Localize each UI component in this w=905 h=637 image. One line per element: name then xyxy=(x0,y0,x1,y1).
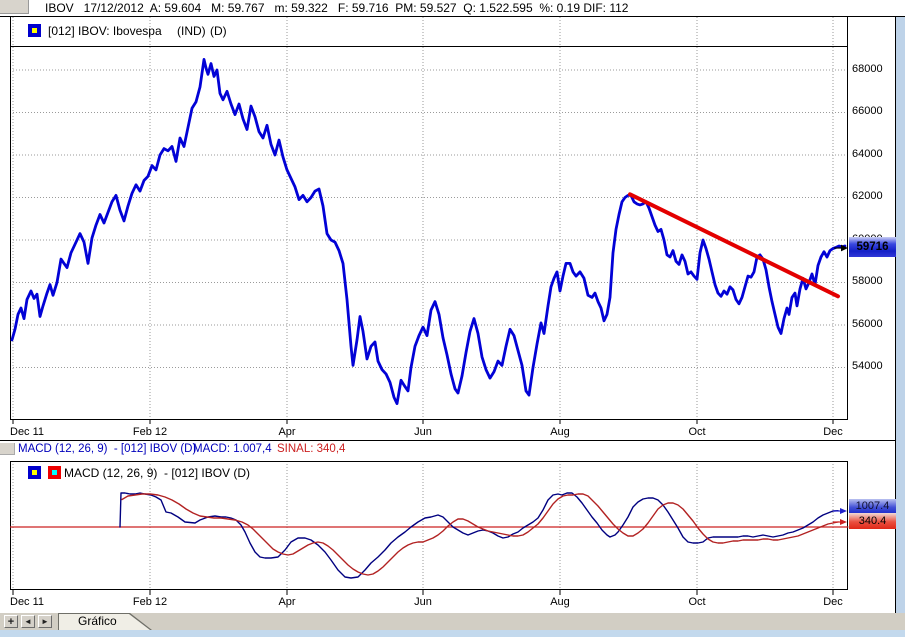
right-scrollbar[interactable] xyxy=(896,17,905,613)
macd-signal-line xyxy=(121,493,839,576)
trendline[interactable] xyxy=(628,192,840,299)
add-sheet-button[interactable]: + xyxy=(4,615,18,628)
ibov-price-line xyxy=(10,58,847,406)
last-price-tag: 59716 xyxy=(849,237,896,257)
x-axis-label: Aug xyxy=(550,596,570,608)
prev-sheet-button[interactable]: ◄ xyxy=(21,615,35,628)
macd-legend[interactable]: MACD (12, 26, 9) - [012] IBOV (D) xyxy=(28,466,250,481)
sinal-current-tag: 340.4 xyxy=(849,513,896,529)
y-axis-label: 56000 xyxy=(852,318,883,330)
last-price-arrow xyxy=(834,244,848,252)
macd-corner-box xyxy=(0,443,15,455)
x-axis-label: Feb 12 xyxy=(132,596,168,608)
sheet-tab-bar xyxy=(0,613,905,630)
window-corner-box xyxy=(0,0,29,14)
sinal-value-label: SINAL: 340,4 xyxy=(277,443,346,455)
macd-line xyxy=(119,492,839,579)
macd-series-icon xyxy=(28,466,41,479)
bottom-edge-strip xyxy=(0,630,905,637)
x-axis-label: Jun xyxy=(414,426,432,438)
macd-legend-text: MACD (12, 26, 9) - [012] IBOV (D) xyxy=(64,466,251,480)
macd-indicator-label: MACD (12, 26, 9) - [012] IBOV (D) xyxy=(18,443,197,455)
x-axis-label: Jun xyxy=(414,596,432,608)
x-axis-label: Dec xyxy=(823,596,843,608)
x-axis-label: Dec 11 xyxy=(10,596,45,608)
x-axis-label: Oct xyxy=(688,596,706,608)
legend-series-name: [012] IBOV: Ibovespa xyxy=(48,24,162,38)
x-axis-label: Oct xyxy=(688,426,706,438)
y-axis-label: 68000 xyxy=(852,63,883,75)
sheet-tab-label[interactable]: Gráfico xyxy=(78,614,117,628)
sinal-value-arrow xyxy=(833,519,847,525)
x-axis-label: Aug xyxy=(550,426,570,438)
sheet-tab-grafico[interactable] xyxy=(59,614,150,630)
y-axis-label: 66000 xyxy=(852,105,883,117)
x-axis-label: Feb 12 xyxy=(132,426,168,438)
y-axis-label: 58000 xyxy=(852,275,883,287)
quote-summary-text: IBOV 17/12/2012 A: 59.604 M: 59.767 m: 5… xyxy=(45,1,629,15)
ibov-series-icon xyxy=(28,24,41,37)
y-axis-label: 54000 xyxy=(852,360,883,372)
main-chart-plot[interactable] xyxy=(10,17,848,424)
x-axis-label: Apr xyxy=(278,426,296,438)
x-axis-label: Dec xyxy=(823,426,843,438)
sinal-series-icon xyxy=(48,466,62,479)
y-axis-label: 64000 xyxy=(852,148,883,160)
x-axis-label: Apr xyxy=(278,596,296,608)
x-axis-label: Dec 11 xyxy=(10,426,45,438)
macd-header: MACD (12, 26, 9) - [012] IBOV (D) MACD: … xyxy=(0,443,900,459)
macd-value-label: MACD: 1.007,4 xyxy=(193,443,272,455)
legend-series-period: (D) xyxy=(210,24,227,38)
next-sheet-button[interactable]: ► xyxy=(38,615,52,628)
macd-value-arrow xyxy=(833,508,847,514)
macd-chart-plot[interactable] xyxy=(10,461,895,595)
legend-series-kind: (IND) xyxy=(177,24,206,38)
main-chart-legend[interactable]: [012] IBOV: Ibovespa (IND) (D) xyxy=(28,24,227,39)
macd-current-tag: 1007.4 xyxy=(849,499,896,513)
quote-title-bar: IBOV 17/12/2012 A: 59.604 M: 59.767 m: 5… xyxy=(0,0,905,17)
y-axis-label: 62000 xyxy=(852,190,883,202)
